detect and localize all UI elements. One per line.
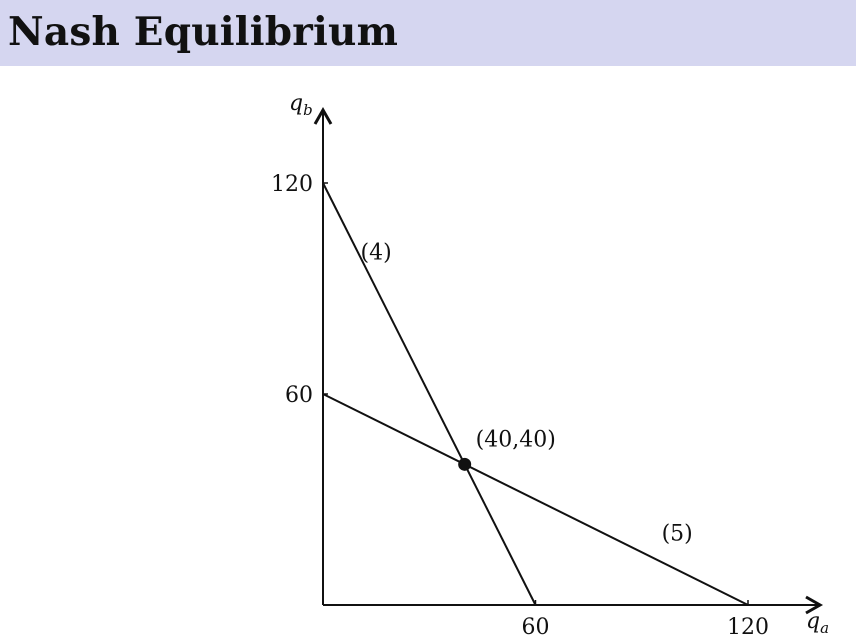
y-axis-label: qb (289, 91, 313, 119)
best-response-line-5 (322, 393, 749, 606)
equilibrium-point (458, 457, 472, 471)
x-tick-label: 120 (727, 615, 769, 640)
series-label-4: (4) (361, 240, 392, 265)
page-title: Nash Equilibrium (8, 9, 399, 55)
x-axis-label: qa (806, 609, 829, 637)
y-tick-label: 60 (285, 383, 313, 408)
y-tick-label: 120 (271, 172, 313, 197)
title-bar: Nash Equilibrium (0, 0, 856, 66)
best-response-line-4 (322, 182, 537, 606)
x-tick-label: 60 (522, 615, 550, 640)
equilibrium-label: (40,40) (476, 427, 556, 452)
series-label-5: (5) (662, 522, 693, 547)
